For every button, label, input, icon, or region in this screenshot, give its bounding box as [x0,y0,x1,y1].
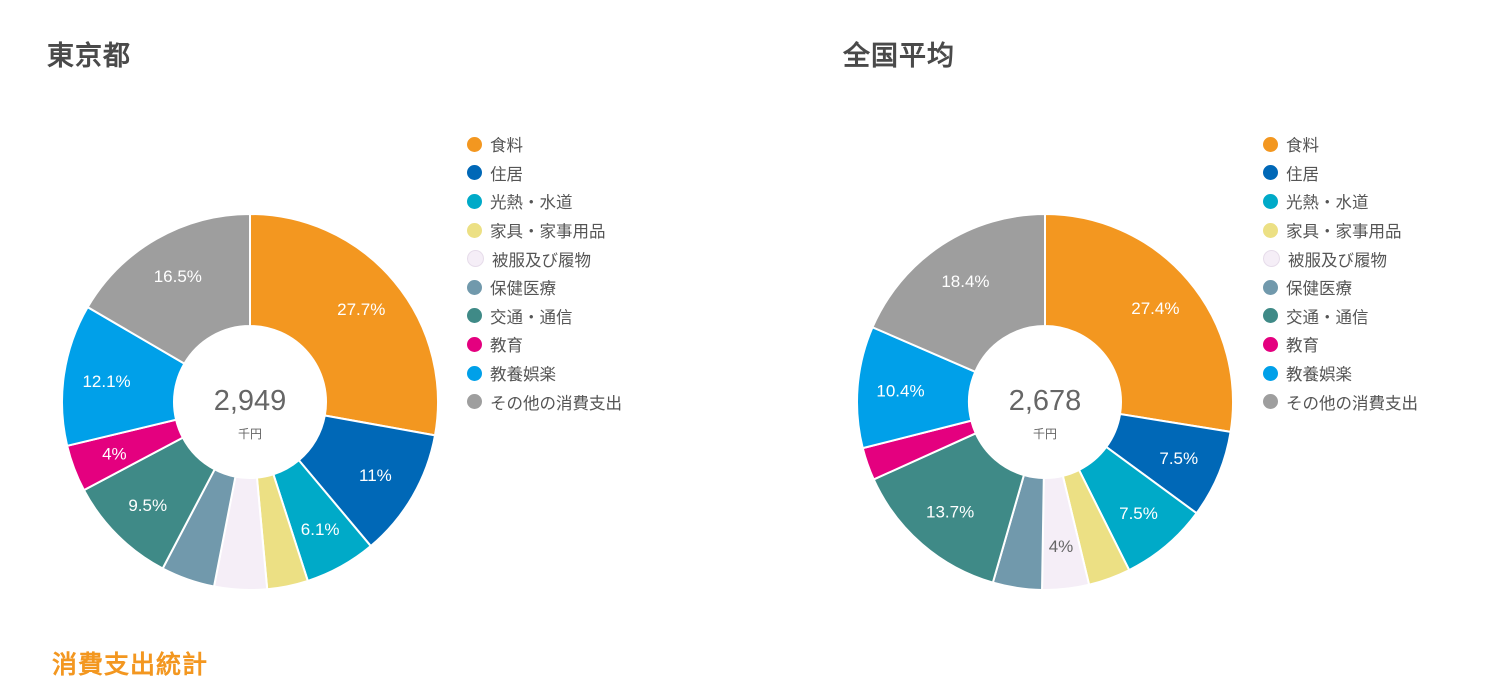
legend-label: その他の消費支出 [490,393,622,413]
donut-chart-national: 27.4% 7.5% 7.5% 4% 13.7% 10.4% 18.4% 2,678 千円 [856,212,1234,591]
legend-swatch [467,308,482,324]
legend-label: 住居 [1286,164,1319,184]
legend-swatch [467,222,482,238]
legend-item: その他の消費支出 [1263,387,1418,416]
slice-label-2: 11% [359,466,392,485]
legend-swatch [467,165,482,181]
legend-item: 被服及び履物 [1263,244,1418,273]
legend-item: 家具・家事用品 [1263,216,1418,245]
legend-swatch [1263,394,1278,410]
legend-swatch [1263,279,1278,295]
legend-label: 食料 [1286,136,1319,156]
slice-label-8: 4% [102,444,127,463]
slice-label-9: 12.1% [82,372,130,391]
legend-label: 交通・通信 [1286,307,1369,327]
donut-chart-tokyo: 27.7% 11% 6.1% 9.5% 4% 12.1% 16.5% 2,949 千円 [61,212,439,591]
legend-swatch [1263,165,1278,181]
legend-swatch [467,279,482,295]
legend-swatch [1263,136,1278,152]
center-unit: 千円 [238,427,262,441]
legend-swatch [1263,308,1278,324]
legend-swatch [1263,222,1278,238]
slice-label-10: 16.5% [154,267,202,286]
legend-label: 教育 [490,336,523,356]
legend-label: 食料 [490,136,523,156]
legend-label: 光熱・水道 [490,193,573,213]
legend-item: 住居 [467,159,622,188]
legend-swatch [467,336,482,352]
legend-item: 光熱・水道 [467,187,622,216]
legend-item: 食料 [1263,130,1418,159]
legend-swatch [1263,365,1278,381]
legend-label: 教養娯楽 [490,365,556,385]
legend-swatch [467,250,484,268]
chart-title-national: 全国平均 [843,41,955,72]
slice-label-2: 7.5% [1159,449,1198,468]
center-unit: 千円 [1033,427,1057,441]
slice-label-1: 27.7% [337,300,385,319]
legend-national: 食料住居光熱・水道家具・家事用品 被服及び履物 保健医療交通・通信教育教養娯楽その他… [1263,130,1418,416]
slice-9 [61,305,186,448]
legend-item: 光熱・水道 [1263,187,1418,216]
legend-swatch [467,193,482,209]
legend-item: 保健医療 [467,273,622,302]
legend-item: 教育 [467,330,622,359]
legend-label: 保健医療 [1286,279,1352,299]
slice-label-1: 27.4% [1131,299,1179,318]
legend-label: 教養娯楽 [1286,365,1352,385]
legend-label: 住居 [490,164,523,184]
legend-item: 交通・通信 [467,302,622,331]
section-heading: 消費支出統計 [52,650,209,679]
chart-title-tokyo: 東京都 [47,41,131,72]
legend-label: 保健医療 [490,279,556,299]
slice-label-3: 7.5% [1119,504,1158,523]
slice-label-9: 10.4% [876,381,924,400]
slice-label-7: 9.5% [128,496,167,515]
slice-label-10: 18.4% [941,272,989,291]
legend-label: 教育 [1286,336,1319,356]
slice-7 [872,431,1026,584]
slice-1 [249,212,439,437]
legend-item: 交通・通信 [1263,302,1418,331]
legend-label: 被服及び履物 [492,250,591,270]
legend-label: 交通・通信 [490,307,573,327]
slice-1 [1044,212,1234,433]
center-total: 2,678 [1009,385,1082,417]
legend-swatch [467,136,482,152]
legend-item: 食料 [467,130,622,159]
legend-label: 被服及び履物 [1288,250,1387,270]
slice-label-5: 4% [1049,537,1074,556]
legend-item: 住居 [1263,159,1418,188]
slice-10 [871,212,1046,374]
legend-label: 家具・家事用品 [490,222,606,242]
slice-label-3: 6.1% [301,520,340,539]
legend-item: 被服及び履物 [467,244,622,273]
slice-10 [86,212,251,366]
legend-item: 教養娯楽 [467,359,622,388]
legend-label: その他の消費支出 [1286,393,1418,413]
legend-label: 家具・家事用品 [1286,222,1402,242]
legend-swatch [1263,336,1278,352]
legend-item: その他の消費支出 [467,387,622,416]
legend-item: 家具・家事用品 [467,216,622,245]
legend-swatch [1263,193,1278,209]
legend-swatch [467,365,482,381]
legend-swatch [467,394,482,410]
legend-tokyo: 食料住居光熱・水道家具・家事用品 被服及び履物 保健医療交通・通信教育教養娯楽その他… [467,130,622,416]
legend-item: 保健医療 [1263,273,1418,302]
slice-label-7: 13.7% [926,503,974,522]
legend-label: 光熱・水道 [1286,193,1369,213]
center-total: 2,949 [214,385,287,417]
legend-item: 教育 [1263,330,1418,359]
legend-item: 教養娯楽 [1263,359,1418,388]
legend-swatch [1263,250,1280,268]
